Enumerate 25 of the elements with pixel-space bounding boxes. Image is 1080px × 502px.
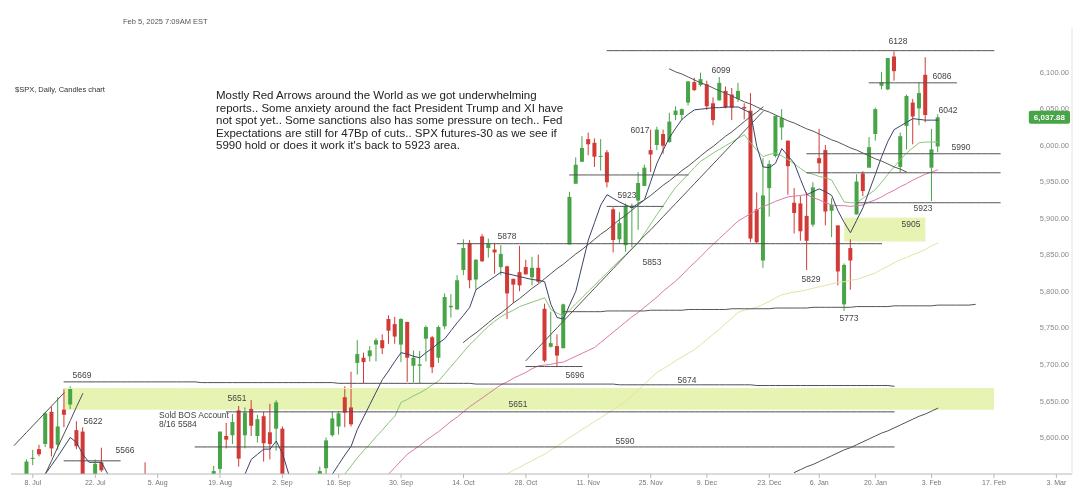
annotation: 6099 [711, 65, 731, 75]
annotation: 5773 [839, 313, 859, 323]
annotation: 5566 [115, 445, 135, 455]
annotation: 8/16 5584 [159, 419, 198, 429]
annotation: 5990 [951, 142, 971, 152]
annotation: 5923 [617, 190, 637, 200]
annotation: 5669 [72, 370, 92, 380]
annotation: 5853 [642, 257, 662, 267]
annotation: 6128 [888, 36, 908, 46]
annotation: Sold BOS Account [159, 410, 230, 420]
annotation: 5878 [497, 231, 517, 241]
annotation: 5622 [83, 416, 103, 426]
annotation: 5651 [508, 399, 528, 409]
annotation: 5923 [913, 203, 933, 213]
annotation: 6042 [938, 105, 958, 115]
annotation: 5674 [677, 375, 697, 385]
annotation: 5829 [801, 274, 821, 284]
annotation: 5696 [565, 370, 585, 380]
annotation: 6017 [630, 125, 650, 135]
annotation: 5651 [227, 393, 247, 403]
annotation: 5590 [615, 436, 635, 446]
annotation: 5905 [901, 219, 921, 229]
annotation: Mostly Red Arrows around the World as we got underwhelming reports.. Some anxiety around the fact President Trump and XI have not spot yet.. Some sanctions also has some pressure on tech.. Fed Expectations are still for 47Bp of cuts.. SPX futures-30 as we see if 5990 hold or does it work it's back to 5923 area. [216, 89, 565, 152]
annotation: 6,037.88 [1033, 112, 1066, 122]
annotation: 6086 [932, 71, 952, 81]
